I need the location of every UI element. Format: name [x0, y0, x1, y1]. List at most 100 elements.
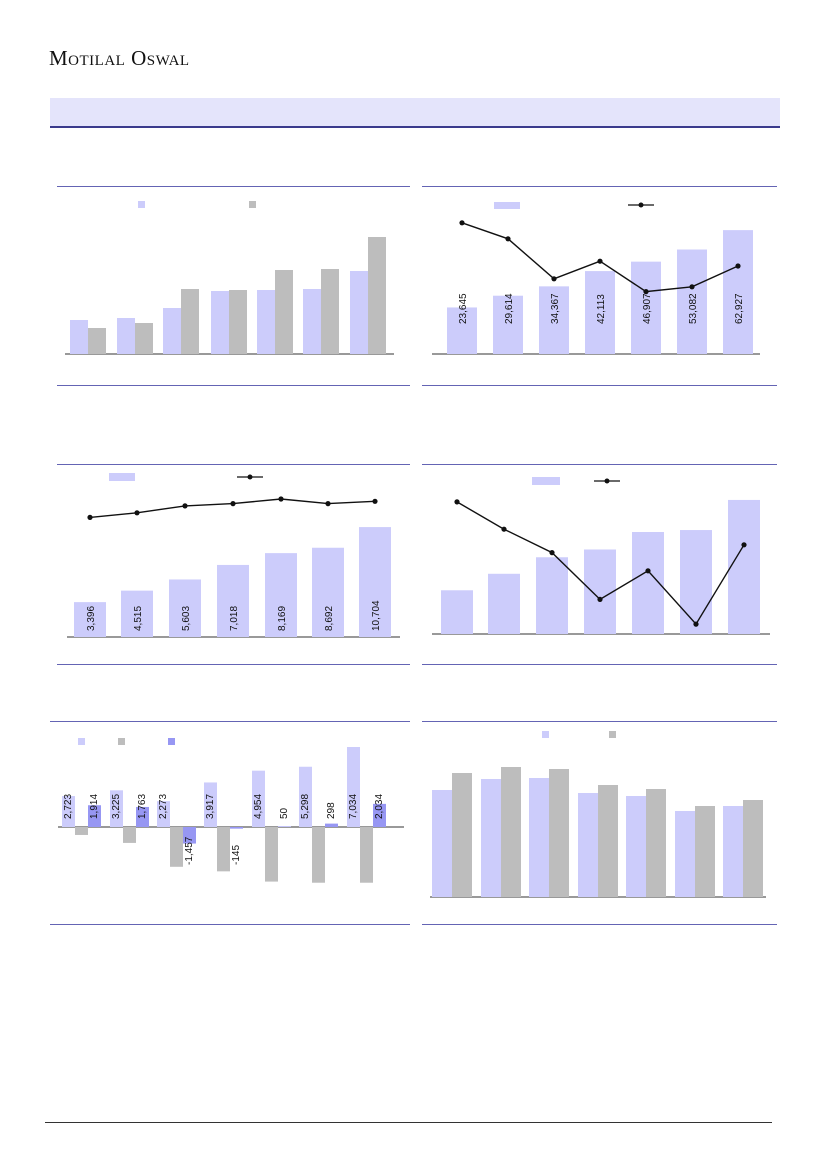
bar-value-label: 1,763 — [137, 794, 148, 819]
line-point — [182, 503, 188, 509]
bar — [88, 805, 101, 827]
line-point — [597, 258, 603, 264]
bar-value-label: 4,515 — [133, 606, 144, 631]
bar-value-label: 8,692 — [324, 606, 335, 631]
bar — [217, 827, 230, 872]
bar — [170, 827, 183, 867]
bar — [325, 823, 338, 827]
line-point — [549, 550, 555, 556]
bar-value-label: 53,082 — [688, 293, 699, 324]
legend-marker — [247, 474, 253, 480]
bar — [646, 789, 666, 897]
bar — [217, 564, 249, 637]
bar — [493, 295, 523, 354]
bar — [481, 779, 501, 897]
bar-value-label: 50 — [279, 807, 290, 819]
bar-value-label: 3,225 — [111, 794, 122, 819]
legend-swatch-bar — [494, 202, 520, 209]
line-point — [551, 276, 557, 282]
bar — [275, 270, 293, 354]
bar-value-label: 23,645 — [458, 293, 469, 324]
bar-value-label: 1,914 — [89, 794, 100, 819]
bar-value-label: -1,457 — [184, 836, 195, 865]
bar — [321, 269, 339, 354]
bar — [675, 811, 695, 897]
line-point — [278, 496, 284, 502]
bar — [74, 602, 106, 637]
chart-top-rule — [57, 186, 410, 187]
bar — [585, 271, 615, 354]
chart-3: 3,396 4,515 5,603 7,018 8,169 8,692 10,704 — [67, 473, 400, 638]
chart-bottom-rule — [422, 385, 777, 386]
chart-top-rule — [422, 721, 777, 722]
chart-bottom-rule — [422, 664, 777, 665]
legend-marker — [604, 478, 610, 484]
bar-value-label: 7,018 — [229, 606, 240, 631]
bar — [181, 289, 199, 354]
bar-value-label: 5,298 — [300, 794, 311, 819]
chart-bottom-rule — [57, 664, 410, 665]
line-point — [693, 621, 699, 627]
bar — [549, 769, 569, 897]
bar-value-label: 29,614 — [504, 293, 515, 324]
chart-1 — [65, 201, 394, 355]
chart-top-rule — [50, 721, 410, 722]
legend-marker — [638, 202, 644, 208]
bar — [359, 527, 391, 637]
legend-swatch-2 — [118, 738, 125, 745]
bar — [299, 766, 312, 827]
bar-value-label: 7,034 — [348, 794, 359, 819]
bar — [598, 785, 618, 897]
bar — [452, 773, 472, 897]
bar — [723, 230, 753, 354]
bar — [373, 803, 386, 827]
line-point — [735, 263, 741, 269]
bar-value-label: 42,113 — [596, 294, 607, 324]
line-point — [645, 568, 651, 574]
bar — [252, 770, 265, 827]
bar — [230, 827, 243, 829]
chart-top-rule — [422, 186, 777, 187]
bar — [121, 590, 153, 637]
bar — [441, 590, 473, 634]
bar-value-label: 8,169 — [277, 606, 288, 631]
bar — [368, 237, 386, 354]
line-point — [501, 526, 507, 532]
chart-top-rule — [422, 464, 777, 465]
line-point — [230, 501, 236, 507]
bar — [350, 271, 368, 354]
footer-rule — [45, 1122, 772, 1123]
bar-value-label: 5,603 — [181, 606, 192, 631]
bar-value-label: 34,367 — [550, 293, 561, 324]
bar-value-label: 62,927 — [734, 293, 745, 324]
bar — [211, 291, 229, 354]
legend-swatch-1 — [78, 738, 85, 745]
chart-6 — [430, 731, 766, 898]
line-point — [454, 499, 460, 505]
line-point — [87, 514, 93, 520]
bar-value-label: 46,907 — [642, 293, 653, 324]
bar — [360, 827, 373, 883]
bar — [278, 826, 291, 827]
bar-value-label: 298 — [326, 802, 337, 819]
bar — [347, 747, 360, 827]
bar — [62, 796, 75, 827]
bar — [501, 767, 521, 897]
legend-swatch-primary — [138, 201, 145, 208]
bar — [677, 249, 707, 354]
bar — [88, 328, 106, 354]
line-point — [597, 596, 603, 602]
bar-value-label: 2,723 — [63, 794, 74, 819]
legend-swatch-secondary — [609, 731, 616, 738]
line-point — [505, 236, 511, 242]
bar — [312, 547, 344, 637]
bar — [169, 579, 201, 637]
bar — [447, 307, 477, 354]
legend-swatch-primary — [542, 731, 549, 738]
bar — [728, 499, 760, 634]
bar — [626, 796, 646, 897]
chart-4 — [432, 477, 770, 635]
bar-value-label: 3,917 — [205, 794, 216, 819]
bar — [631, 261, 661, 354]
bar — [265, 553, 297, 637]
